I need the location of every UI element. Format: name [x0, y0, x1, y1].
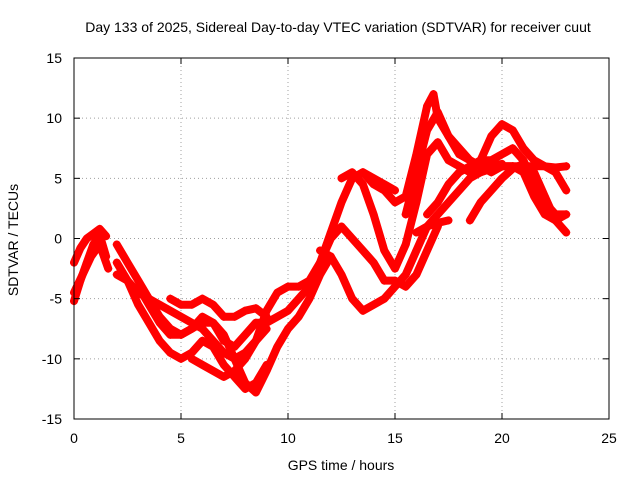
x-tick-label: 15 [387, 430, 403, 446]
y-tick-label: 10 [46, 110, 62, 126]
chart-title: Day 133 of 2025, Sidereal Day-to-day VTE… [85, 19, 591, 35]
y-tick-label: -5 [50, 291, 63, 307]
series-sat-o [412, 216, 453, 237]
grid [74, 58, 609, 419]
axis-ticks: 0 5 10 15 20 25 -15 -10 -5 0 5 10 15 [42, 50, 617, 446]
x-tick-label: 5 [177, 430, 185, 446]
series-sat-g [166, 294, 271, 321]
series-line [166, 294, 271, 321]
series-sat-k [337, 120, 571, 273]
x-tick-label: 0 [70, 430, 78, 446]
series-line [465, 159, 571, 237]
series-line [337, 120, 571, 273]
y-tick-label: 15 [46, 50, 62, 66]
series-sat-h [134, 222, 442, 351]
series-sat-m [401, 108, 571, 225]
series-line [70, 224, 111, 267]
x-axis-title: GPS time / hours [288, 457, 395, 473]
series-plus-markers [412, 216, 453, 237]
y-tick-label: -15 [42, 411, 62, 427]
series-sat-p [465, 159, 571, 237]
series-line [412, 216, 453, 237]
series-plus-markers [166, 294, 271, 321]
y-tick-label: 5 [54, 170, 62, 186]
series-group [70, 90, 571, 397]
y-tick-label: 0 [54, 231, 62, 247]
y-axis-title: SDTVAR / TECUs [5, 184, 21, 296]
series-plus-markers [465, 159, 571, 237]
y-tick-label: -10 [42, 351, 62, 367]
x-tick-label: 10 [280, 430, 296, 446]
series-plus-markers [134, 222, 442, 351]
series-plus-markers [337, 120, 571, 273]
series-line [401, 108, 571, 225]
x-tick-label: 25 [601, 430, 617, 446]
x-tick-label: 20 [494, 430, 510, 446]
